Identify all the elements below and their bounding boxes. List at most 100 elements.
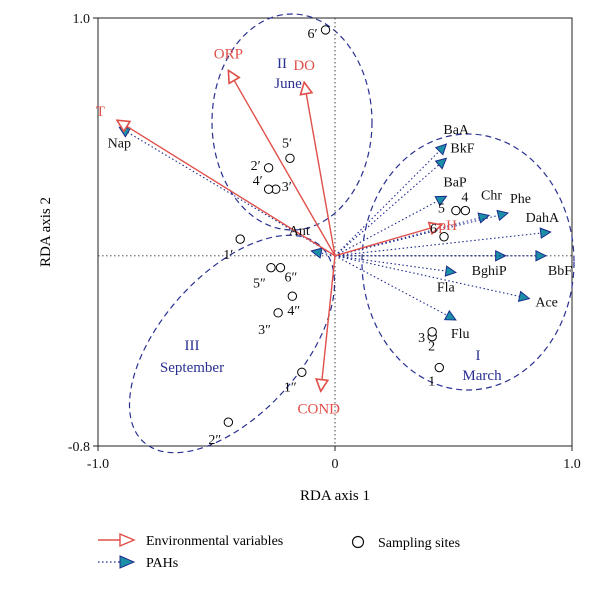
- site-label-6pp: 6″: [284, 271, 297, 286]
- pah-label-fla: Fla: [437, 280, 456, 295]
- env-label-cond: COND: [298, 401, 341, 417]
- env-label-t: T: [96, 104, 105, 120]
- legend-site-label: Sampling sites: [378, 536, 460, 551]
- group-ii-ellipse: [211, 13, 373, 231]
- pah-label-bap: BaP: [443, 175, 467, 190]
- site-label-1p: 1′: [223, 248, 233, 263]
- sampling-sites: [223, 25, 471, 427]
- site-label-5pp: 5″: [253, 277, 266, 292]
- x-tick-label-2: 1.0: [563, 457, 581, 472]
- site-label-1pp: 1″: [284, 380, 297, 395]
- site-point-4p: [263, 184, 274, 194]
- group-month-june: June: [274, 76, 302, 92]
- site-point-1pp: [297, 367, 307, 377]
- group-label-ii: II: [277, 56, 287, 72]
- site-label-4: 4: [461, 191, 468, 206]
- env-label-do: DO: [293, 58, 315, 74]
- site-label-6: 6: [430, 222, 437, 237]
- legend-pah-head: [119, 555, 136, 569]
- legend-env-head: [119, 532, 136, 548]
- group-labels: I March II June III September: [160, 56, 502, 384]
- group-iii-ellipse: [128, 234, 336, 454]
- group-label-i: I: [476, 348, 481, 364]
- site-point-4pp: [287, 291, 298, 301]
- environmental-labels: T ORP DO pH COND: [96, 46, 457, 417]
- site-point-2p: [263, 163, 274, 173]
- y-tick-label-0: -0.8: [68, 440, 90, 455]
- site-point-1: [434, 362, 444, 373]
- group-month-march: March: [462, 368, 502, 384]
- pah-arrow-bkf: [334, 158, 446, 257]
- pah-label-baa: BaA: [443, 123, 470, 138]
- site-label-6p: 6′: [308, 27, 318, 42]
- site-label-1: 1: [428, 375, 435, 390]
- pah-label-bghip: BghiP: [472, 264, 507, 279]
- pah-label-flu: Flu: [451, 327, 470, 342]
- env-arrow-ph: [334, 225, 442, 257]
- pah-label-bbf: BbF: [548, 264, 572, 279]
- group-i-ellipse: [361, 133, 575, 391]
- site-label-2p: 2′: [251, 159, 261, 174]
- site-label-3p: 3′: [282, 180, 292, 195]
- group-month-september: September: [160, 360, 224, 376]
- pah-label-daha: DahA: [526, 211, 560, 226]
- site-point-3: [427, 327, 437, 337]
- site-point-1p: [235, 234, 245, 244]
- site-point-3pp: [273, 308, 283, 318]
- pah-arrow-flu: [334, 255, 456, 320]
- legend-env-label: Environmental variables: [146, 534, 283, 549]
- site-labels: 1 23 4 56 1′ 2′ 3′ 4′ 5′ 6′ 1″ 2″ 3″ 4″ 5″ 6″: [208, 27, 468, 448]
- legend-pah-label: PAHs: [146, 556, 178, 571]
- pah-arrow-bap: [334, 196, 446, 257]
- pah-arrow-chr: [334, 215, 489, 257]
- site-point-6p: [320, 25, 331, 35]
- pah-arrow-daha: [334, 232, 551, 257]
- pah-label-chr: Chr: [481, 188, 502, 203]
- site-label-5p: 5′: [282, 136, 292, 151]
- x-axis-title: RDA axis 1: [300, 488, 370, 504]
- site-point-5: [451, 205, 461, 216]
- site-point-2pp: [223, 417, 234, 427]
- group-label-iii: III: [185, 338, 200, 354]
- environmental-arrows: [117, 70, 442, 391]
- pah-label-ant: Ant: [289, 224, 310, 239]
- x-tick-label-0: -1.0: [87, 457, 109, 472]
- env-arrow-orp: [228, 70, 336, 257]
- pah-arrow-ant: [311, 251, 336, 256]
- axis-ticks: -1.0 0 1.0 -0.8 1.0: [68, 12, 581, 472]
- pah-arrow-nap: [119, 127, 336, 257]
- pah-arrow-fla: [334, 255, 456, 273]
- env-arrow-t: [117, 120, 336, 257]
- pah-label-phe: Phe: [510, 192, 531, 207]
- env-arrow-cond: [321, 255, 336, 392]
- site-point-6: [439, 232, 449, 242]
- site-label-5: 5: [438, 202, 445, 217]
- pah-labels: Nap Ant BaA BkF BaP Chr Phe DahA BghiP BbF Fla Ace F…: [108, 123, 573, 342]
- site-point-5p: [285, 153, 295, 163]
- pah-arrow-phe: [334, 213, 508, 257]
- legend: Environmental variables Sampling sites P…: [98, 532, 460, 571]
- site-label-2pp: 2″: [208, 433, 221, 448]
- site-point-4: [460, 205, 471, 216]
- y-axis-title: RDA axis 2: [38, 197, 54, 267]
- site-label-3: 3: [418, 331, 425, 346]
- y-tick-label-1: 1.0: [73, 12, 91, 27]
- env-label-orp: ORP: [214, 46, 243, 62]
- site-label-3pp: 3″: [258, 323, 271, 338]
- pah-arrows: [119, 127, 550, 320]
- site-label-4p: 4′: [253, 174, 263, 189]
- env-label-ph: pH: [439, 218, 458, 234]
- legend-site-symbol: [351, 535, 365, 549]
- site-label-2: 2: [428, 340, 435, 355]
- x-tick-label-1: 0: [332, 457, 339, 472]
- env-arrow-do: [304, 82, 336, 256]
- pah-arrow-ace: [334, 255, 529, 299]
- site-label-4pp: 4″: [287, 304, 300, 319]
- group-ellipses: [128, 13, 575, 454]
- pah-label-nap: Nap: [108, 136, 131, 151]
- pah-label-ace: Ace: [535, 296, 558, 311]
- site-point-5pp: [266, 262, 276, 273]
- site-point-6pp: [275, 262, 286, 273]
- pah-label-bkf: BkF: [450, 141, 474, 156]
